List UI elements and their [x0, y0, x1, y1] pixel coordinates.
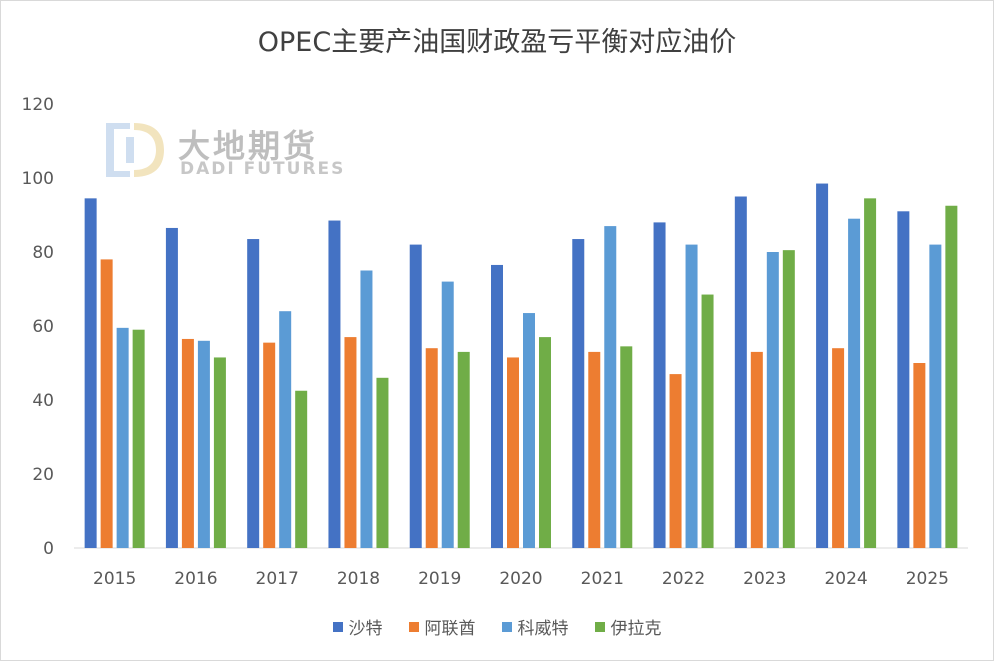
watermark-en: DADI FUTURES — [180, 159, 346, 179]
y-tick-label: 120 — [22, 95, 54, 115]
bar — [197, 340, 210, 548]
bar — [620, 346, 633, 548]
legend-label: 科威特 — [517, 619, 569, 639]
bar — [604, 226, 617, 548]
watermark-logo: 大地期货 DADI FUTURES — [100, 115, 360, 185]
watermark-cn: 大地期货 — [178, 127, 319, 165]
bar — [507, 357, 519, 548]
x-tick-label: 2022 — [662, 569, 705, 589]
x-axis-labels: 2015 2016 2017 2018 2019 2020 2021 2022 2023 2024… — [93, 569, 949, 589]
y-axis-labels: 0 20 40 60 80 100 120 — [22, 95, 54, 559]
bar — [376, 377, 389, 548]
bar — [263, 342, 276, 548]
bar — [669, 374, 682, 548]
legend-swatch — [408, 621, 419, 632]
legend-item: 阿联酋 — [408, 614, 476, 639]
bar — [816, 183, 829, 549]
bar — [832, 348, 845, 548]
x-tick-label: 2017 — [256, 569, 299, 589]
bar — [165, 227, 178, 548]
bar — [295, 390, 308, 548]
bar — [734, 196, 747, 548]
bar — [848, 218, 861, 548]
x-tick-label: 2025 — [906, 569, 949, 589]
x-tick-label: 2015 — [93, 569, 136, 589]
legend-label: 伊拉克 — [610, 619, 662, 639]
dadi-logo-icon — [106, 123, 164, 177]
bar — [100, 259, 113, 548]
bar — [491, 264, 503, 548]
legend-swatch — [594, 621, 605, 632]
chart-legend: 沙特 阿联酋 科威特 伊拉克 — [0, 614, 994, 639]
x-tick-label: 2021 — [581, 569, 624, 589]
bar — [750, 351, 763, 548]
bar — [539, 337, 551, 548]
legend-item: 科威特 — [501, 614, 569, 639]
bar — [84, 198, 97, 548]
bar — [425, 348, 438, 548]
legend-swatch — [501, 621, 512, 632]
y-tick-label: 80 — [32, 243, 54, 263]
x-tick-label: 2024 — [824, 569, 867, 589]
bar — [132, 329, 145, 548]
bar — [441, 281, 454, 548]
bar — [360, 270, 373, 548]
bar — [409, 244, 422, 548]
bar — [247, 239, 260, 549]
bar — [945, 205, 958, 548]
bar — [782, 250, 795, 548]
bar — [572, 239, 585, 549]
bar — [766, 252, 779, 548]
bar — [701, 294, 714, 548]
legend-item: 沙特 — [332, 614, 383, 639]
bar — [588, 351, 601, 548]
x-tick-label: 2023 — [743, 569, 786, 589]
bar — [181, 338, 194, 548]
legend-swatch — [332, 621, 343, 632]
bar — [897, 211, 910, 549]
bar — [685, 244, 698, 548]
bar — [457, 351, 470, 548]
x-tick-label: 2016 — [174, 569, 217, 589]
bar — [116, 327, 129, 548]
bars-group — [84, 183, 958, 549]
y-tick-label: 40 — [32, 391, 54, 411]
x-tick-label: 2020 — [499, 569, 542, 589]
x-tick-label: 2018 — [337, 569, 380, 589]
y-tick-label: 100 — [22, 169, 54, 189]
x-tick-label: 2019 — [418, 569, 461, 589]
bar — [328, 220, 341, 549]
bar — [864, 198, 877, 548]
bar — [653, 222, 666, 548]
legend-label: 阿联酋 — [424, 619, 476, 639]
legend-item: 伊拉克 — [594, 614, 662, 639]
bar — [213, 357, 226, 548]
bar — [279, 311, 292, 548]
y-tick-label: 20 — [32, 465, 54, 485]
y-tick-label: 60 — [32, 317, 54, 337]
chart-title: OPEC主要产油国财政盈亏平衡对应油价 — [257, 27, 737, 58]
bar — [913, 363, 926, 548]
y-tick-label: 0 — [43, 539, 54, 559]
legend-label: 沙特 — [348, 619, 383, 639]
bar — [523, 313, 535, 548]
bar — [344, 337, 357, 548]
bar — [929, 244, 942, 548]
